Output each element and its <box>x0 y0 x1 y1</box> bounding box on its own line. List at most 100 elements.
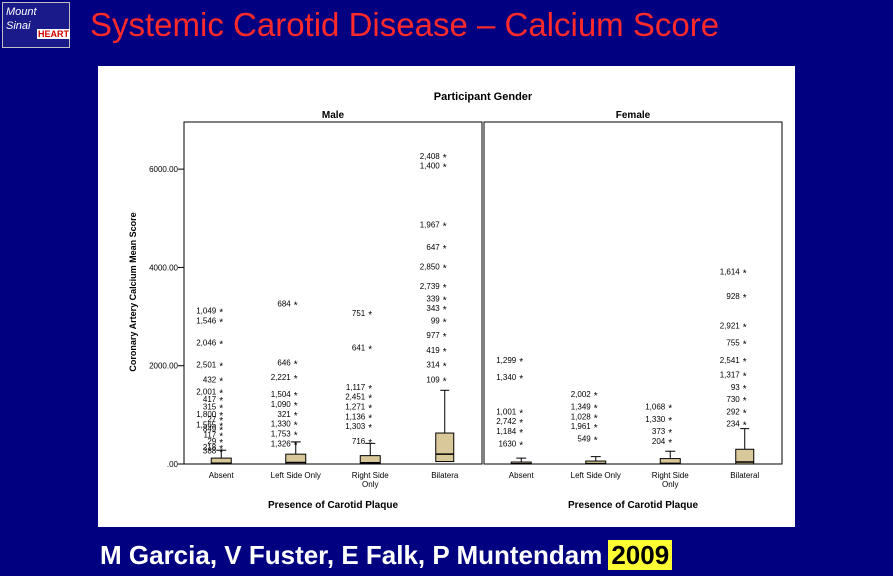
outlier-label: 2,739 <box>420 282 441 291</box>
outlier-label: 93 <box>731 383 740 392</box>
outlier-label: 117 <box>203 430 216 439</box>
outlier-point: * <box>219 411 223 422</box>
outlier-label: 234 <box>726 420 740 429</box>
outlier-point: * <box>519 418 523 429</box>
outlier-point: * <box>219 431 223 442</box>
outlier-point: * <box>443 244 447 255</box>
outlier-point: * <box>519 374 523 385</box>
box <box>735 448 755 465</box>
outlier-point: * <box>594 435 598 446</box>
box <box>435 432 455 463</box>
y-axis-label: Coronary Artery Calcium Mean Score <box>128 212 138 371</box>
outlier-point: * <box>668 428 672 439</box>
outlier-point: * <box>219 317 223 328</box>
outlier-label: 1,028 <box>571 412 592 421</box>
outlier-label: 2,541 <box>720 356 741 365</box>
outlier-label: 1,546 <box>196 316 217 325</box>
outlier-label: 1,136 <box>345 412 366 421</box>
outlier-point: * <box>519 440 523 451</box>
outlier-label: 641 <box>352 344 366 353</box>
outlier-point: * <box>368 413 372 424</box>
outlier-label: 2,850 <box>420 262 441 271</box>
outlier-label: 2,408 <box>420 152 441 161</box>
outlier-point: * <box>219 448 223 459</box>
outlier-point: * <box>443 362 447 373</box>
outlier-point: * <box>594 413 598 424</box>
outlier-point: * <box>443 317 447 328</box>
outlier-label: 1,303 <box>345 422 366 431</box>
outlier-label: 1,400 <box>420 162 441 171</box>
outlier-label: 1,330 <box>645 415 666 424</box>
outlier-point: * <box>368 345 372 356</box>
outlier-label: 716 <box>352 437 366 446</box>
outlier-label: 849 <box>203 425 217 434</box>
outlier-label: 755 <box>726 339 740 348</box>
x-tick-label: Left Side Only <box>271 471 321 480</box>
outlier-label: 1,090 <box>271 400 292 409</box>
outlier-label: 321 <box>277 410 291 419</box>
outlier-point: * <box>368 438 372 449</box>
outlier-label: 373 <box>652 427 666 436</box>
outlier-point: * <box>294 391 298 402</box>
logo-heart-mark: HEART <box>37 29 70 39</box>
outlier-point: * <box>743 293 747 304</box>
outlier-point: * <box>219 376 223 387</box>
outlier-label: 2,501 <box>196 361 217 370</box>
panel-frame <box>183 121 483 465</box>
x-tick-label: Only <box>362 480 378 489</box>
outlier-label: 417 <box>203 395 217 404</box>
outlier-label: 204 <box>652 437 666 446</box>
outlier-label: 1,330 <box>271 420 292 429</box>
chart-panel: Participant Gender Coronary Artery Calciu… <box>98 66 795 527</box>
outlier-point: * <box>443 153 447 164</box>
outlier-label: 1,326 <box>271 439 292 448</box>
outlier-point: * <box>743 372 747 383</box>
outlier-label: 2,002 <box>571 390 592 399</box>
outlier-label: 1,800 <box>196 410 217 419</box>
footer-year: 2009 <box>608 540 673 570</box>
x-tick-label: Absent <box>209 471 235 480</box>
outlier-label: 388 <box>203 447 217 456</box>
outlier-point: * <box>294 421 298 432</box>
outlier-label: 27 <box>207 415 216 424</box>
x-tick-label: Bilatera <box>431 471 459 480</box>
outlier-point: * <box>443 305 447 316</box>
outlier-point: * <box>219 422 223 433</box>
x-axis-label: Presence of Carotid Plaque <box>268 500 398 511</box>
outlier-label: 2,921 <box>720 321 741 330</box>
outlier-point: * <box>219 403 223 414</box>
outlier-point: * <box>443 347 447 358</box>
outlier-point: * <box>219 444 223 455</box>
outlier-label: 2,221 <box>271 373 292 382</box>
outlier-point: * <box>743 322 747 333</box>
outlier-label: 1,271 <box>345 402 366 411</box>
box <box>285 453 307 465</box>
outlier-point: * <box>594 423 598 434</box>
outlier-label: 1,614 <box>720 267 741 276</box>
outlier-point: * <box>519 428 523 439</box>
y-tick-label: .00 <box>167 460 179 469</box>
outlier-point: * <box>219 362 223 373</box>
outlier-point: * <box>743 384 747 395</box>
box <box>359 455 381 465</box>
y-tick-label: 2000.00 <box>149 362 178 371</box>
outlier-label: 343 <box>426 304 440 313</box>
box-plot-chart: Participant Gender Coronary Artery Calciu… <box>128 91 783 511</box>
outlier-point: * <box>368 394 372 405</box>
panel-frame <box>483 121 783 465</box>
x-axis-label: Presence of Carotid Plaque <box>568 500 698 511</box>
outlier-label: 432 <box>203 375 217 384</box>
outlier-label: 2,046 <box>196 339 217 348</box>
outlier-point: * <box>219 426 223 437</box>
outlier-point: * <box>743 408 747 419</box>
y-tick-label: 6000.00 <box>149 165 178 174</box>
outlier-point: * <box>368 403 372 414</box>
mount-sinai-heart-logo: Mount Sinai HEART <box>2 2 70 48</box>
y-tick-label: 4000.00 <box>149 263 178 272</box>
outlier-point: * <box>443 376 447 387</box>
outlier-label: 1,504 <box>271 390 292 399</box>
logo-line1: Mount <box>6 6 37 18</box>
chart-title: Participant Gender <box>434 91 533 103</box>
outlier-point: * <box>594 391 598 402</box>
outlier-label: 29 <box>207 437 216 446</box>
